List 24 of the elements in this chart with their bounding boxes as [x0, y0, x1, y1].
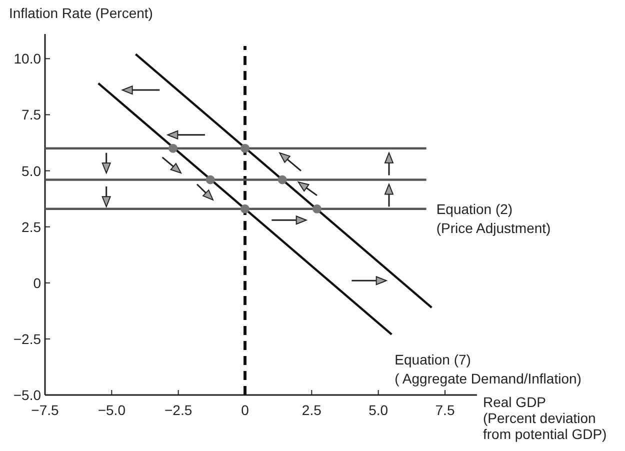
- point: [312, 204, 322, 214]
- point: [278, 175, 287, 184]
- y-tick-label: 0: [33, 274, 42, 291]
- y-tick-label: 5.0: [22, 162, 42, 179]
- point: [168, 144, 178, 153]
- y-axis-title: Inflation Rate (Percent): [9, 5, 153, 21]
- x-tick-label: 0: [241, 402, 250, 418]
- x-tick-label: −2.5: [164, 402, 192, 418]
- x-tick-label: 5.0: [368, 402, 388, 418]
- point: [240, 144, 250, 153]
- point: [206, 175, 215, 184]
- y-tick-label: −2.5: [13, 330, 42, 347]
- x-tick-label: −7.5: [31, 402, 60, 418]
- x-tick-label: 2.5: [302, 402, 322, 418]
- annotation: Equation (7) ( Aggregate Demand/Inflation): [394, 351, 582, 386]
- annotation: Equation (2) (Price Adjustment): [436, 200, 551, 236]
- x-axis-title: Real GDP (Percent deviation from potential GDP): [483, 394, 607, 442]
- point: [240, 204, 250, 214]
- y-tick-label: −5.0: [13, 387, 42, 403]
- x-tick-label: −5.0: [98, 402, 126, 418]
- x-tick-label: 7.5: [435, 402, 455, 418]
- y-tick-label: 7.5: [22, 106, 42, 123]
- y-tick-label: 2.5: [22, 218, 42, 235]
- y-tick-label: 10.0: [14, 50, 42, 67]
